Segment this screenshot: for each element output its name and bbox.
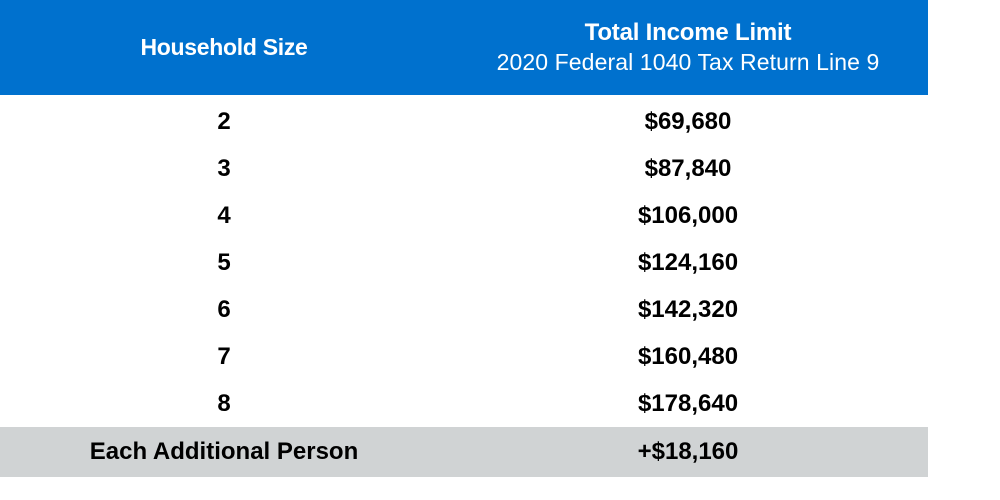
household-size-cell: 5 [217, 248, 231, 276]
income-limit-cell: $69,680 [644, 107, 732, 135]
table-row: 7 $160,480 [0, 333, 928, 380]
additional-person-limit: +$18,160 [637, 438, 739, 465]
household-size-cell: 4 [217, 201, 231, 229]
table-body: 2 $69,680 3 $87,840 4 $106,000 5 $124,16… [0, 98, 928, 477]
income-limit-cell: $87,840 [644, 154, 732, 182]
income-limit-cell: $106,000 [637, 201, 739, 229]
income-limit-cell: $178,640 [637, 389, 739, 417]
household-size-header: Household Size [140, 34, 308, 60]
household-size-cell: 3 [217, 154, 231, 182]
table-row: 3 $87,840 [0, 145, 928, 192]
income-limit-header: Total Income Limit 2020 Federal 1040 Tax… [448, 0, 928, 95]
household-size-cell: 8 [217, 389, 231, 417]
table-row: 6 $142,320 [0, 286, 928, 333]
table-header: Household Size Total Income Limit 2020 F… [0, 0, 928, 95]
household-size-cell: 7 [217, 342, 231, 370]
income-limit-cell: $160,480 [637, 342, 739, 370]
household-size-cell: 2 [217, 107, 231, 135]
income-limit-table: Household Size Total Income Limit 2020 F… [0, 0, 928, 477]
household-size-cell: 6 [217, 295, 231, 323]
income-limit-subtitle: 2020 Federal 1040 Tax Return Line 9 [496, 48, 880, 75]
table-row: 5 $124,160 [0, 239, 928, 286]
additional-person-label: Each Additional Person [89, 438, 359, 465]
table-row: 2 $69,680 [0, 98, 928, 145]
table-row: 8 $178,640 [0, 380, 928, 427]
income-limit-cell: $142,320 [637, 295, 739, 323]
table-row: 4 $106,000 [0, 192, 928, 239]
income-limit-title: Total Income Limit [584, 18, 792, 46]
income-limit-cell: $124,160 [637, 248, 739, 276]
additional-person-row: Each Additional Person +$18,160 [0, 427, 928, 477]
